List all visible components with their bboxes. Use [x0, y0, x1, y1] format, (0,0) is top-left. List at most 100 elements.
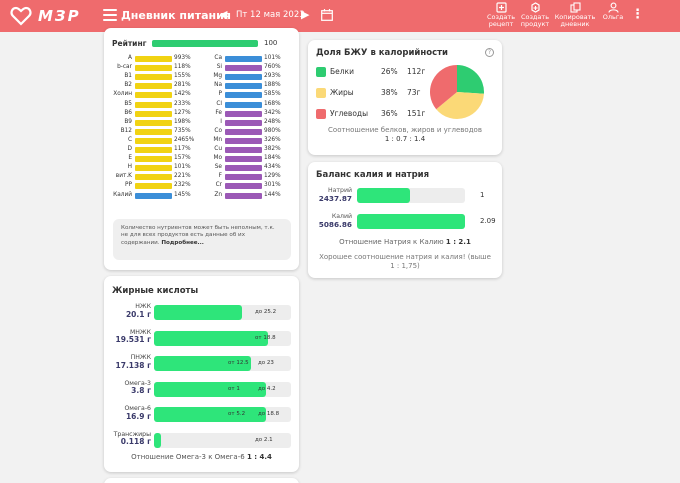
- nutrient-row[interactable]: Cl 168%: [200, 101, 292, 108]
- nutrient-row[interactable]: F 129%: [200, 173, 292, 181]
- nutrient-row[interactable]: B12 735%: [110, 128, 202, 135]
- nutrient-row[interactable]: H 101%: [110, 164, 202, 172]
- nutrient-row[interactable]: PP 232%: [110, 182, 202, 190]
- nutrient-row[interactable]: D 117%: [110, 146, 202, 153]
- nutrient-value: 155%: [174, 73, 191, 80]
- nutrient-row[interactable]: B6 127%: [110, 110, 202, 117]
- nutrient-name: B5: [124, 100, 132, 107]
- fatty-acid-amount: 0.118 г: [120, 437, 151, 446]
- nutrient-value: 342%: [264, 109, 281, 116]
- nutrient-value: 326%: [264, 136, 281, 143]
- nutrient-value: 293%: [264, 73, 281, 80]
- macro-swatch: [316, 109, 326, 119]
- nutrient-row[interactable]: Se 434%: [200, 164, 292, 172]
- nutrient-value: 184%: [264, 155, 281, 162]
- nutrient-value: 198%: [174, 118, 191, 125]
- nutrient-row[interactable]: Mg 293%: [200, 73, 292, 81]
- nutrient-value: 233%: [174, 100, 191, 107]
- brand-name[interactable]: МЗР: [38, 7, 81, 25]
- note-text: Количество нутриентов может быть неполны…: [121, 225, 275, 246]
- fatty-acid-max: до 23: [258, 360, 274, 366]
- nutrient-row[interactable]: Fe 342%: [200, 110, 292, 117]
- macro-percent: 26%: [381, 67, 398, 76]
- rating-bar-fill: [152, 40, 258, 47]
- nutrient-bar: [135, 74, 172, 81]
- fatty-acid-name: Трансжиры: [113, 430, 151, 438]
- nutrient-row[interactable]: Si 760%: [200, 64, 292, 72]
- nutrient-bar: [225, 192, 262, 199]
- nutrient-value: 118%: [174, 64, 191, 71]
- fatty-acid-name: Омега-6: [124, 405, 151, 412]
- nutrient-name: Калий: [113, 191, 132, 198]
- fatty-acid-bar: до 25.2: [154, 305, 291, 320]
- nutrient-row[interactable]: A 993%: [110, 55, 202, 62]
- create-product-button[interactable]: Создать продукт: [512, 2, 558, 28]
- nutrient-bar: [225, 147, 262, 153]
- nutrient-value: 127%: [174, 109, 191, 116]
- help-icon[interactable]: ?: [485, 48, 494, 57]
- nutrient-bar: [135, 119, 172, 126]
- nutrients-card: Рейтинг 100 A 993% b-car 118% B1 155% B2 281% Хо…: [104, 28, 299, 270]
- nutrient-row[interactable]: вит.K 221%: [110, 173, 202, 181]
- nutrient-row[interactable]: B2 281%: [110, 82, 202, 90]
- prev-day-button[interactable]: ◀: [219, 8, 228, 21]
- nutrient-bar: [135, 183, 172, 190]
- nutrients-note: Количество нутриентов может быть неполны…: [113, 219, 291, 260]
- nutrient-row[interactable]: Калий 145%: [110, 192, 202, 199]
- nutrient-name: Mn: [213, 136, 222, 143]
- next-day-button[interactable]: ▶: [301, 8, 310, 21]
- nutrient-name: Cr: [215, 182, 222, 189]
- rating-label: Рейтинг: [112, 39, 147, 48]
- nutrient-value: 101%: [174, 164, 191, 171]
- nutrient-row[interactable]: Холин 142%: [110, 91, 202, 99]
- nutrient-bar: [135, 192, 172, 199]
- nutrient-row[interactable]: Mo 184%: [200, 155, 292, 163]
- nutrient-bar: [135, 147, 172, 153]
- nutrient-row[interactable]: P 585%: [200, 91, 292, 99]
- nutrient-value: 2465%: [174, 136, 195, 143]
- nutrient-value: 157%: [174, 155, 191, 162]
- fatty-acid-bar: от 5.2 до 18.8: [154, 407, 291, 422]
- nutrient-row[interactable]: Cu 382%: [200, 146, 292, 153]
- nutrient-value: 168%: [264, 100, 281, 107]
- macro-swatch: [316, 67, 326, 77]
- nutrient-row[interactable]: B9 198%: [110, 119, 202, 126]
- nutrient-row[interactable]: Ca 101%: [200, 55, 292, 62]
- more-menu-icon[interactable]: ⋮: [631, 7, 644, 22]
- more-link[interactable]: Подробнее...: [161, 239, 204, 246]
- nutrient-row[interactable]: Cr 301%: [200, 182, 292, 190]
- nutrient-name: F: [218, 173, 222, 180]
- nutrient-row[interactable]: Zn 144%: [200, 192, 292, 199]
- nutrient-row[interactable]: Mn 326%: [200, 137, 292, 144]
- fatty-acid-amount: 19.531 г: [115, 335, 151, 344]
- nutrient-row[interactable]: Na 188%: [200, 82, 292, 90]
- copy-diary-button[interactable]: Копировать дневник: [552, 2, 598, 28]
- nutrient-bar: [135, 137, 172, 144]
- nutrient-row[interactable]: b-car 118%: [110, 64, 202, 72]
- nutrient-bar: [225, 101, 262, 108]
- nutrient-row[interactable]: B5 233%: [110, 101, 202, 108]
- nutrient-row[interactable]: I 248%: [200, 119, 292, 126]
- fatty-acid-bar: от 1 до 4.2: [154, 381, 291, 397]
- app-header: МЗР Дневник питания ◀ Пт 12 мая 2023 ▶ С…: [0, 0, 680, 32]
- nutrient-row[interactable]: B1 155%: [110, 73, 202, 81]
- kna-ratio-value: 1 : 2.1: [445, 238, 471, 246]
- create-recipe-button[interactable]: Создать рецепт: [478, 2, 524, 28]
- nutrient-name: вит.K: [115, 173, 132, 180]
- nutrient-value: 145%: [174, 191, 191, 198]
- nutrient-row[interactable]: E 157%: [110, 155, 202, 163]
- nutrient-value: 281%: [174, 82, 191, 89]
- heart-logo-icon[interactable]: [10, 5, 32, 27]
- rating-value: 100: [264, 39, 278, 47]
- kna-bar: [357, 214, 465, 229]
- nutrient-name: PP: [125, 182, 132, 189]
- page-title: Дневник питания: [121, 9, 231, 22]
- nutrient-row[interactable]: C 2465%: [110, 137, 202, 144]
- user-menu-button[interactable]: Ольга: [590, 2, 636, 21]
- nutrient-row[interactable]: Co 980%: [200, 128, 292, 135]
- fatty-acid-max: до 18.8: [258, 411, 280, 417]
- current-date[interactable]: Пт 12 мая 2023: [236, 10, 305, 20]
- calendar-icon[interactable]: [321, 9, 333, 21]
- menu-icon[interactable]: [103, 9, 117, 21]
- fatty-acid-label: НЖК 20.1 г: [104, 303, 151, 318]
